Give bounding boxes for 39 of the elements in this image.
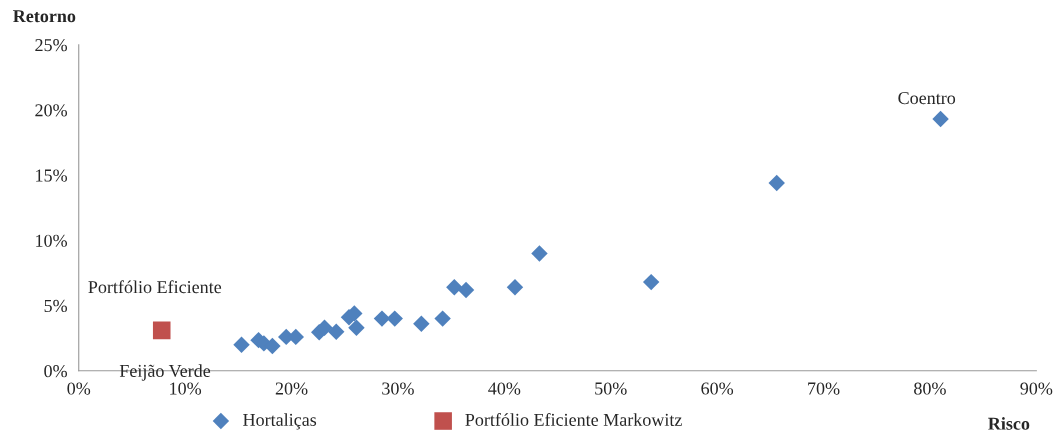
point [152, 321, 171, 340]
legend-label: Portfólio Eficiente Markowitz [465, 413, 682, 426]
point [373, 310, 391, 327]
point [413, 315, 430, 333]
y-tick-label: 0% [44, 365, 68, 378]
point [768, 174, 785, 192]
x-tick-label: 30% [382, 382, 414, 395]
x-tick-label: 90% [1020, 382, 1053, 395]
point [531, 245, 548, 262]
x-tick-label: 40% [488, 382, 521, 395]
point [932, 110, 949, 128]
y-tick-label: 15% [36, 169, 68, 182]
x-tick-label: 70% [808, 382, 840, 395]
y-axis-title: Retorno [13, 10, 76, 23]
point [233, 336, 250, 353]
point [506, 279, 524, 296]
x-tick-label: 10% [170, 382, 202, 395]
annotation: Coentro [898, 92, 956, 105]
point [348, 319, 365, 336]
y-tick-label: 20% [35, 104, 68, 117]
point [642, 273, 660, 291]
y-tick-label: 25% [35, 39, 68, 52]
point [434, 310, 451, 327]
x-tick-label: 20% [275, 382, 308, 395]
x-tick-label: 50% [595, 382, 627, 395]
point [446, 279, 463, 296]
x-tick-label: 60% [701, 382, 734, 395]
point [328, 323, 345, 340]
legend-label: Hortaliças [243, 413, 317, 430]
point [264, 337, 281, 355]
point [457, 281, 475, 299]
point [386, 310, 403, 327]
annotation: Feijão Verde [119, 364, 211, 381]
x-tick-label: 80% [914, 382, 946, 395]
y-tick-label: 5% [44, 299, 68, 313]
y-tick-label: 10% [36, 234, 68, 247]
x-tick-label: 0% [67, 382, 91, 395]
x-axis-title: Risco [988, 417, 1030, 430]
annotation: Portfólio Eficiente [88, 280, 222, 294]
